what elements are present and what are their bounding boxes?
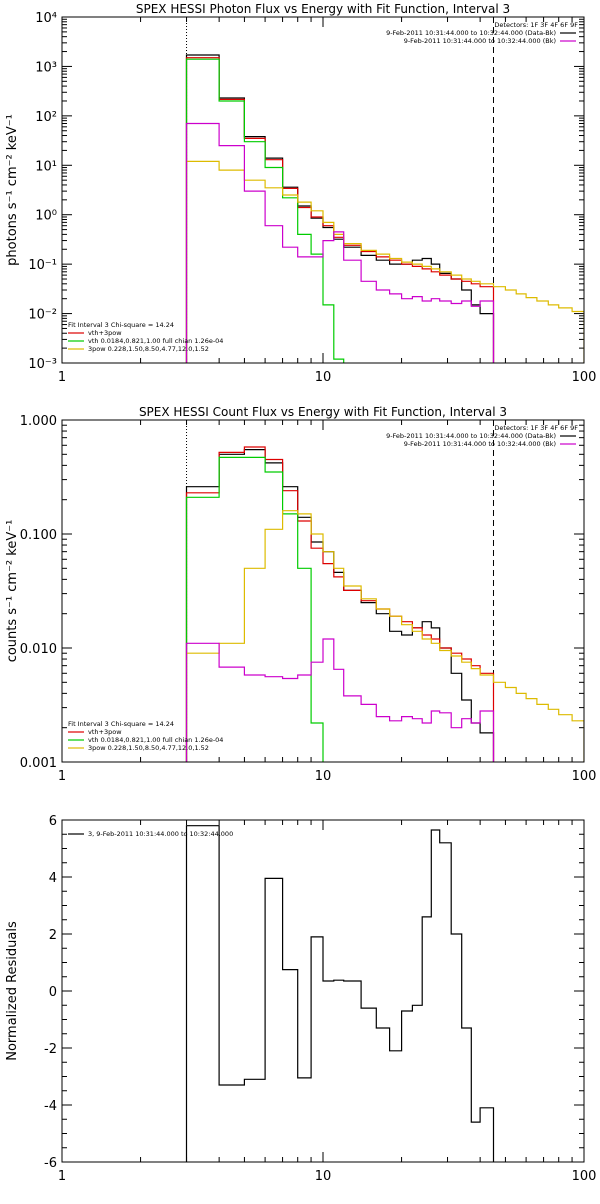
series-3-9-feb-2011-10-31-44-000-to-10-32-44-000 xyxy=(185,825,495,1162)
y-axis-label: counts s⁻¹ cm⁻² keV⁻¹ xyxy=(5,520,20,663)
legend-right-entry: 9-Feb-2011 10:31:44.000 to 10:32:44.000 … xyxy=(386,29,556,37)
series-group xyxy=(185,54,584,363)
y-tick-label: 10⁻³ xyxy=(28,357,57,372)
legend-right-entry: Detectors: 1F 3F 4F 6F 9F xyxy=(494,424,578,432)
legend-left-entry: vth+3pow xyxy=(88,329,122,337)
series-data-bk xyxy=(185,449,495,762)
series-group xyxy=(185,825,495,1162)
y-tick-label: 10⁻¹ xyxy=(28,258,57,273)
series-3pow xyxy=(185,160,584,363)
legend-left-entry: vth 0.0184,0.821,1.00 full chian 1.26e-0… xyxy=(88,736,223,744)
legend-left-entry: Fit Interval 3 Chi-square = 14.24 xyxy=(68,321,174,329)
series-vth xyxy=(185,58,345,363)
plot-frame xyxy=(61,419,585,763)
y-tick-label: 2 xyxy=(49,928,57,943)
series-bk xyxy=(185,122,495,363)
legend-left-entry: 3pow 0.228,1.50,8.50,4.77,12.0,1.52 xyxy=(88,744,209,752)
chart-title: SPEX HESSI Count Flux vs Energy with Fit… xyxy=(139,405,507,419)
y-axis-label: photons s⁻¹ cm⁻² keV⁻¹ xyxy=(5,114,20,266)
chart-panel-1: SPEX HESSI Photon Flux vs Energy with Fi… xyxy=(5,2,596,385)
legend-right-entry: 9-Feb-2011 10:31:44.000 to 10:32:44.000 … xyxy=(386,432,556,440)
y-tick-label: 10⁰ xyxy=(35,209,57,224)
y-tick-label: 4 xyxy=(49,871,57,886)
plot-frame xyxy=(61,819,585,1163)
y-axis-label: Normalized Residuals xyxy=(5,921,20,1061)
y-tick-label: 0.100 xyxy=(20,528,57,543)
series-bk xyxy=(185,638,495,762)
x-tick-label: 100 xyxy=(572,769,597,784)
series-vth xyxy=(185,456,324,762)
y-tick-label: -4 xyxy=(44,1099,57,1114)
y-tick-label: 10² xyxy=(35,110,57,125)
y-tick-label: 0.001 xyxy=(20,756,57,771)
y-tick-label: -2 xyxy=(44,1042,57,1057)
x-tick-label: 1 xyxy=(58,370,66,385)
legend-left-entry: vth 0.0184,0.821,1.00 full chian 1.26e-0… xyxy=(88,337,223,345)
y-tick-label: 10¹ xyxy=(35,159,57,174)
y-tick-label: 6 xyxy=(49,814,57,829)
y-tick-label: -6 xyxy=(44,1156,57,1171)
y-tick-label: 10³ xyxy=(35,60,57,75)
legend-left-entry: 3pow 0.228,1.50,8.50,4.77,12.0,1.52 xyxy=(88,345,209,353)
y-tick-label: 10⁻² xyxy=(28,308,57,323)
legend-left-entry: Fit Interval 3 Chi-square = 14.24 xyxy=(68,720,174,728)
legend-right-entry: Detectors: 1F 3F 4F 6F 9F xyxy=(494,21,578,29)
x-tick-label: 100 xyxy=(572,370,597,385)
chart-panel-3: Normalized Residuals 1 10 100 -6 -4 -2 0 2 4 6 3, 9… xyxy=(5,814,596,1184)
series-vth-3pow xyxy=(185,57,495,363)
plot-frame xyxy=(61,16,585,364)
x-tick-label: 10 xyxy=(315,1169,332,1184)
legend-left-entry: vth+3pow xyxy=(88,728,122,736)
series-3pow xyxy=(185,510,584,762)
y-tick-label: 1.000 xyxy=(20,414,57,429)
series-group xyxy=(185,446,584,762)
legend-left-entry: 3, 9-Feb-2011 10:31:44.000 to 10:32:44.0… xyxy=(88,830,233,838)
legend-right-entry: 9-Feb-2011 10:31:44.000 to 10:32:44.000 … xyxy=(404,37,556,45)
y-tick-label: 0 xyxy=(49,985,57,1000)
chart-title: SPEX HESSI Photon Flux vs Energy with Fi… xyxy=(136,2,510,16)
x-tick-label: 1 xyxy=(58,769,66,784)
series-vth-3pow xyxy=(185,446,495,762)
chart-panel-2: SPEX HESSI Count Flux vs Energy with Fit… xyxy=(5,405,596,784)
x-tick-label: 10 xyxy=(315,370,332,385)
x-tick-label: 1 xyxy=(58,1169,66,1184)
y-tick-label: 0.010 xyxy=(20,642,57,657)
y-tick-label: 10⁴ xyxy=(35,11,57,26)
x-tick-label: 100 xyxy=(572,1169,597,1184)
legend-right-entry: 9-Feb-2011 10:31:44.000 to 10:32:44.000 … xyxy=(404,440,556,448)
x-tick-label: 10 xyxy=(315,769,332,784)
